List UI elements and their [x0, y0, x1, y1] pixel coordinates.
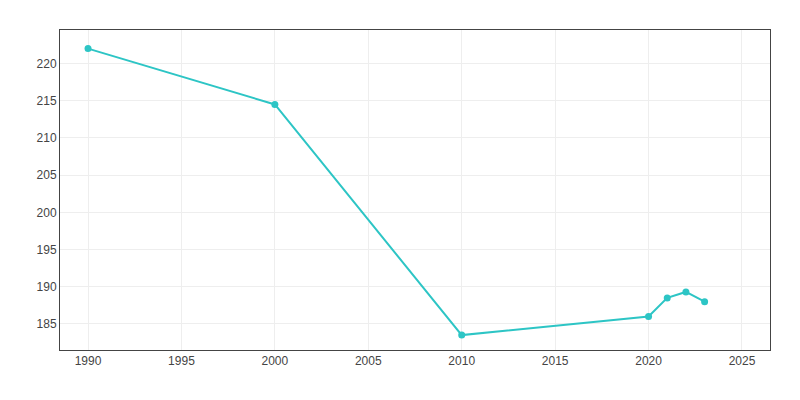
svg-text:1995: 1995	[168, 354, 195, 368]
svg-text:205: 205	[37, 168, 57, 182]
svg-text:200: 200	[37, 206, 57, 220]
svg-text:220: 220	[37, 57, 57, 71]
svg-text:2010: 2010	[448, 354, 475, 368]
svg-text:2015: 2015	[542, 354, 569, 368]
svg-text:2020: 2020	[635, 354, 662, 368]
svg-text:1990: 1990	[75, 354, 102, 368]
svg-text:215: 215	[37, 94, 57, 108]
svg-text:195: 195	[37, 243, 57, 257]
svg-text:190: 190	[37, 280, 57, 294]
svg-text:2025: 2025	[729, 354, 756, 368]
svg-text:2000: 2000	[262, 354, 289, 368]
svg-text:185: 185	[37, 317, 57, 331]
svg-text:2005: 2005	[355, 354, 382, 368]
svg-text:210: 210	[37, 131, 57, 145]
